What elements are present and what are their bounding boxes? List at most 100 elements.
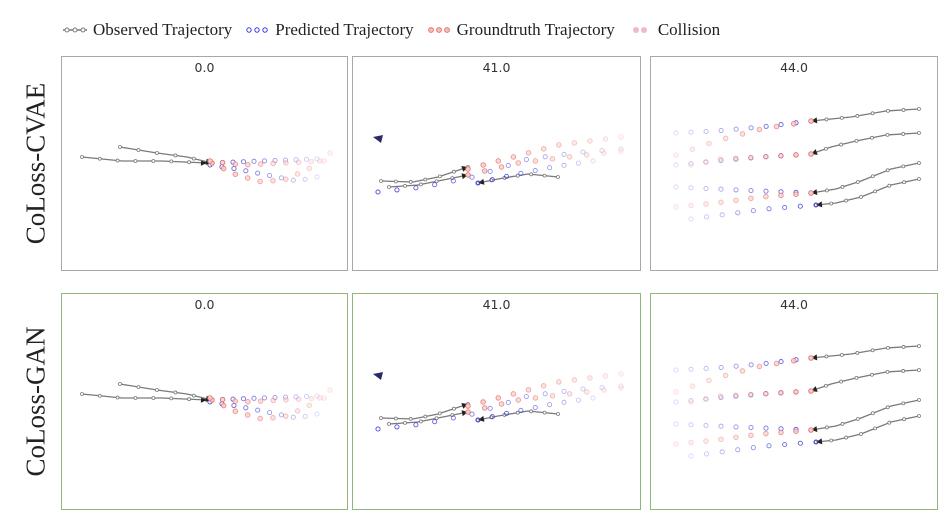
predicted-point [518,407,524,413]
groundtruth-point [232,161,238,167]
observed-point [542,173,547,178]
groundtruth-point [295,159,302,165]
groundtruth-point [495,395,502,401]
groundtruth-point [778,390,784,396]
predicted-point [618,383,624,389]
observed-point [437,174,442,179]
predicted-point [314,393,320,399]
predicted-point [719,449,725,455]
predicted-point [718,395,724,401]
groundtruth-point [791,121,797,127]
groundtruth-point [706,140,712,147]
predicted-point [475,417,481,423]
predicted-point [314,174,320,180]
row-label-cvae: CoLoss-CVAE [20,82,51,245]
groundtruth-point [722,372,729,379]
predicted-point [251,395,257,401]
observed-point [155,388,159,392]
observed-point [118,382,122,386]
predicted-point [673,421,679,427]
groundtruth-point [540,383,547,389]
observed-point [885,168,890,173]
observed-point [840,422,845,426]
row-label-gan: CoLoss-GAN [20,326,51,477]
panel-title: 0.0 [194,297,215,312]
trajectory-plot [373,134,624,195]
observed-point [824,425,829,430]
groundtruth-point [515,160,522,166]
observed-point [542,410,547,415]
groundtruth-point [283,176,289,182]
predicted-point [547,165,553,171]
predicted-point [580,386,586,392]
groundtruth-point [566,391,573,397]
predicted-point [413,185,419,191]
groundtruth-point [703,159,709,165]
predicted-point [293,394,299,400]
predicted-point [282,157,289,163]
groundtruth-point [747,391,754,398]
groundtruth-point [244,412,251,418]
observed-point [829,201,834,206]
groundtruth-point [270,414,276,421]
groundtruth-point [808,190,814,196]
predicted-point [673,399,679,405]
observed-point [917,368,921,372]
groundtruth-point [808,388,814,394]
predicted-point [704,214,710,220]
predicted-point [575,397,582,403]
groundtruth-point [688,399,694,405]
groundtruth-point [257,398,264,404]
observed-point [824,188,829,193]
groundtruth-point [739,131,746,137]
predicted-point [432,182,438,188]
gan-panel-41: 41.0 [352,293,641,510]
predicted-point [518,170,524,176]
groundtruth-point [747,154,754,161]
predicted-point [748,425,754,431]
observed-point [173,153,178,158]
predicted-point [590,395,596,401]
groundtruth-point [618,385,624,391]
predicted-point [261,395,268,401]
groundtruth-point [308,395,315,402]
observed-point [379,416,383,420]
observed-point [855,417,860,421]
groundtruth-point [717,393,724,399]
observed-point [133,396,138,400]
predicted-point [489,177,495,183]
groundtruth-point [244,175,251,181]
groundtruth-point [245,398,251,405]
predicted-point [450,178,456,184]
predicted-point [487,168,493,174]
predicted-point [450,415,456,421]
trajectory-plot [673,344,921,459]
predicted-point [599,147,605,154]
collision-marker-icon [632,27,647,33]
predicted-point [487,405,493,411]
observed-point [855,180,860,184]
direction-arrow [478,178,485,185]
observed-point [423,414,428,419]
observed-point [839,379,844,384]
groundtruth-point [294,171,301,177]
predicted-point [375,426,381,432]
observed-point [885,405,890,410]
groundtruth-point [556,379,562,385]
predicted-point [542,154,548,160]
observed-point [80,155,84,159]
observed-point [408,180,413,184]
groundtruth-point [232,408,239,414]
groundtruth-point [566,154,573,160]
predicted-point [532,168,538,174]
groundtruth-point [763,390,769,397]
observed-point [840,116,844,120]
groundtruth-point [673,389,679,395]
groundtruth-point [510,154,517,160]
groundtruth-point [257,161,264,167]
observed-point [870,174,875,179]
groundtruth-point [601,387,607,393]
groundtruth-point [602,373,609,379]
predicted-point [763,425,769,431]
groundtruth-point [718,436,724,443]
